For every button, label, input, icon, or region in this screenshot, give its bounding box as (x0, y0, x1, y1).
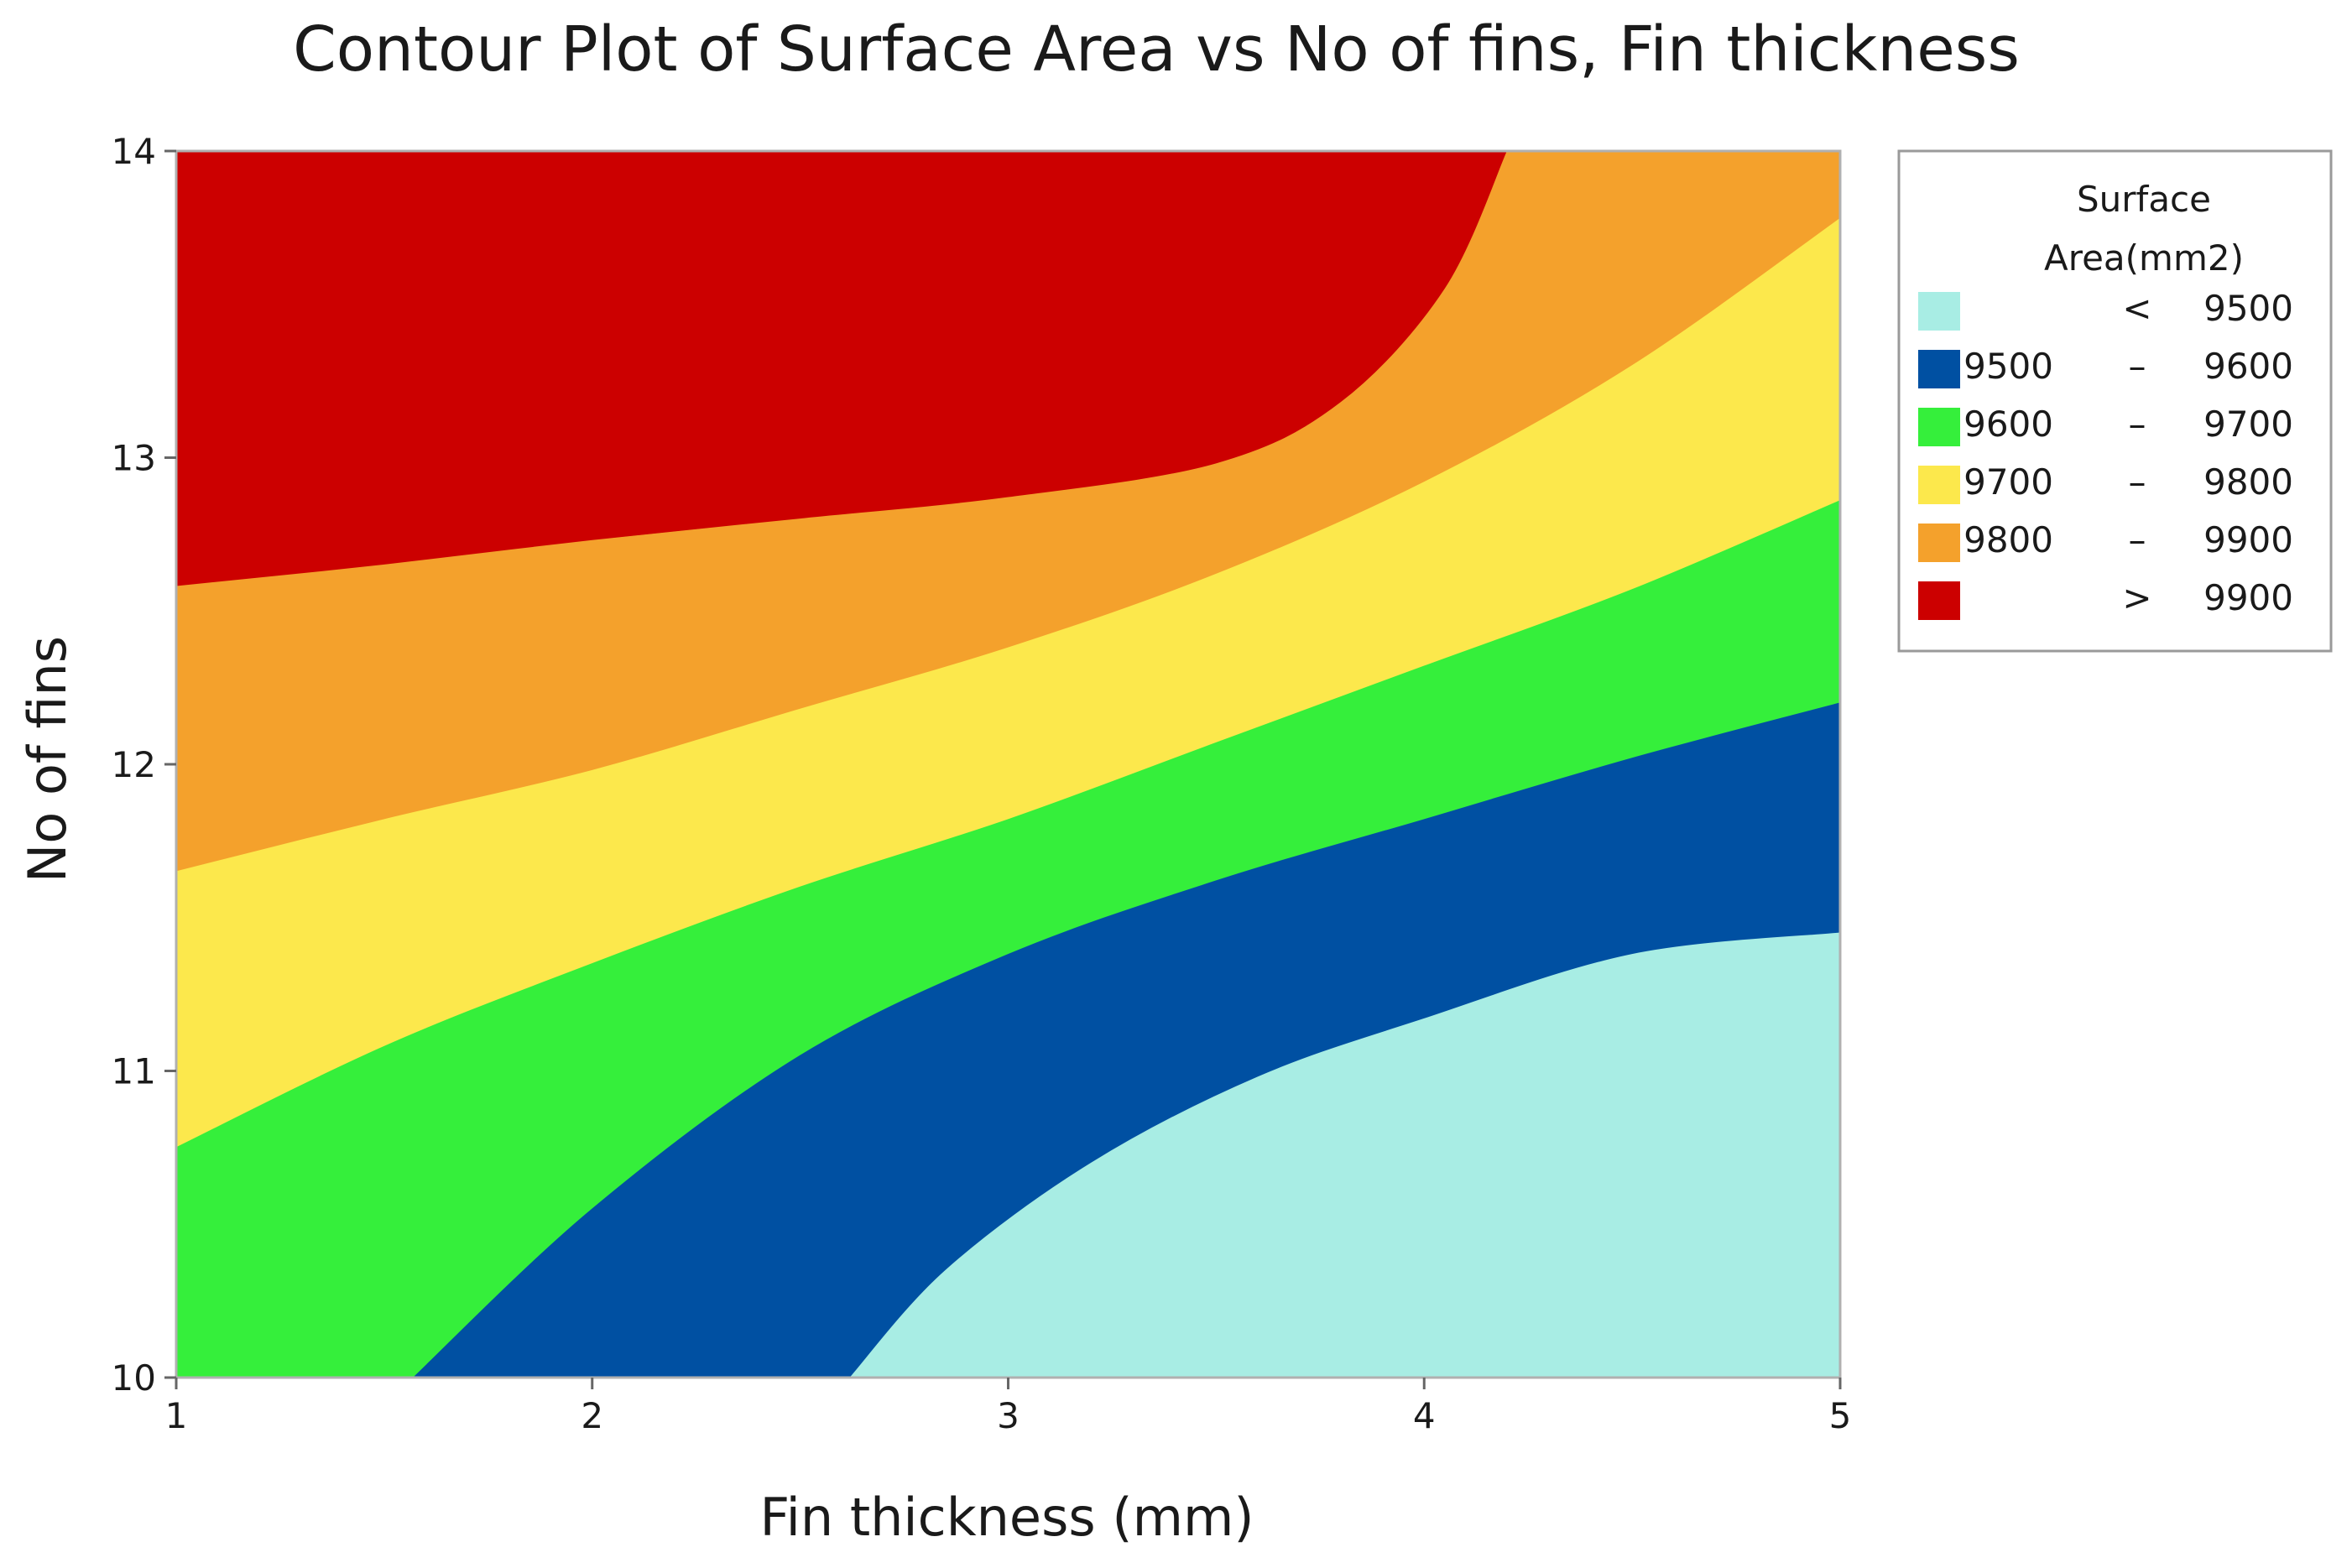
legend-swatch (1918, 292, 1960, 331)
legend-box (1897, 149, 2333, 653)
y-tick-label: 14 (112, 131, 156, 172)
x-axis-ticks: 1 2 3 4 5 (165, 1378, 1852, 1436)
legend-high-value: 9600 (2203, 346, 2293, 387)
x-tick-label: 4 (1413, 1395, 1436, 1436)
legend: Surface Area(mm2) <9500 9500 – 9600 9600 – 970… (1897, 149, 2333, 653)
chart-title: Contour Plot of Surface Area vs No of fi… (293, 13, 2020, 86)
legend-high-value: 9700 (2203, 404, 2293, 445)
x-tick-label: 2 (581, 1395, 603, 1436)
legend-high-value: 9900 (2203, 519, 2293, 560)
legend-separator: – (2129, 461, 2146, 503)
legend-swatch (1918, 524, 1960, 562)
legend-separator: – (2129, 519, 2146, 560)
contour-region-below-9500 (849, 932, 1840, 1378)
legend-low-value: 9600 (1963, 404, 2053, 445)
legend-separator: < (2122, 288, 2151, 329)
legend-low-value: 9500 (1963, 346, 2053, 387)
x-axis-label: Fin thickness (mm) (759, 1487, 1254, 1548)
legend-swatch (1918, 408, 1960, 446)
legend-low-value: 9800 (1963, 519, 2053, 560)
plot-area (175, 149, 1842, 1379)
contour-regions (176, 151, 1840, 1378)
legend-swatch (1918, 466, 1960, 504)
y-axis-ticks: 10 11 12 13 14 (112, 131, 176, 1399)
x-tick-label: 5 (1829, 1395, 1852, 1436)
legend-high-value: 9800 (2203, 461, 2293, 503)
y-tick-label: 12 (112, 744, 156, 785)
x-tick-label: 1 (165, 1395, 188, 1436)
y-axis-label: No of fins (17, 636, 78, 883)
legend-separator: – (2129, 346, 2146, 387)
legend-high-value: 9500 (2203, 288, 2293, 329)
x-tick-label: 3 (997, 1395, 1020, 1436)
legend-title-line-2: Area(mm2) (2044, 237, 2244, 279)
legend-title-line-1: Surface (2077, 179, 2211, 220)
legend-separator: > (2122, 577, 2151, 618)
legend-entries: <9500 9500 – 9600 9600 – 9700 9700 – 9800 9800 – 990… (1918, 288, 2293, 620)
legend-swatch (1918, 350, 1960, 388)
legend-low-value: 9700 (1963, 461, 2053, 503)
legend-separator: – (2129, 404, 2146, 445)
y-tick-label: 11 (112, 1051, 156, 1092)
y-tick-label: 10 (112, 1357, 156, 1399)
y-tick-label: 13 (112, 438, 156, 479)
legend-high-value: 9900 (2203, 577, 2293, 618)
legend-swatch (1918, 581, 1960, 620)
